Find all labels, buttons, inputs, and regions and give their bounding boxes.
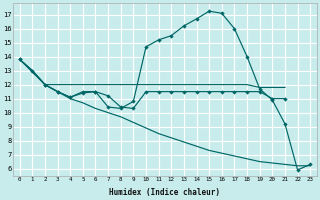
X-axis label: Humidex (Indice chaleur): Humidex (Indice chaleur) (109, 188, 220, 197)
